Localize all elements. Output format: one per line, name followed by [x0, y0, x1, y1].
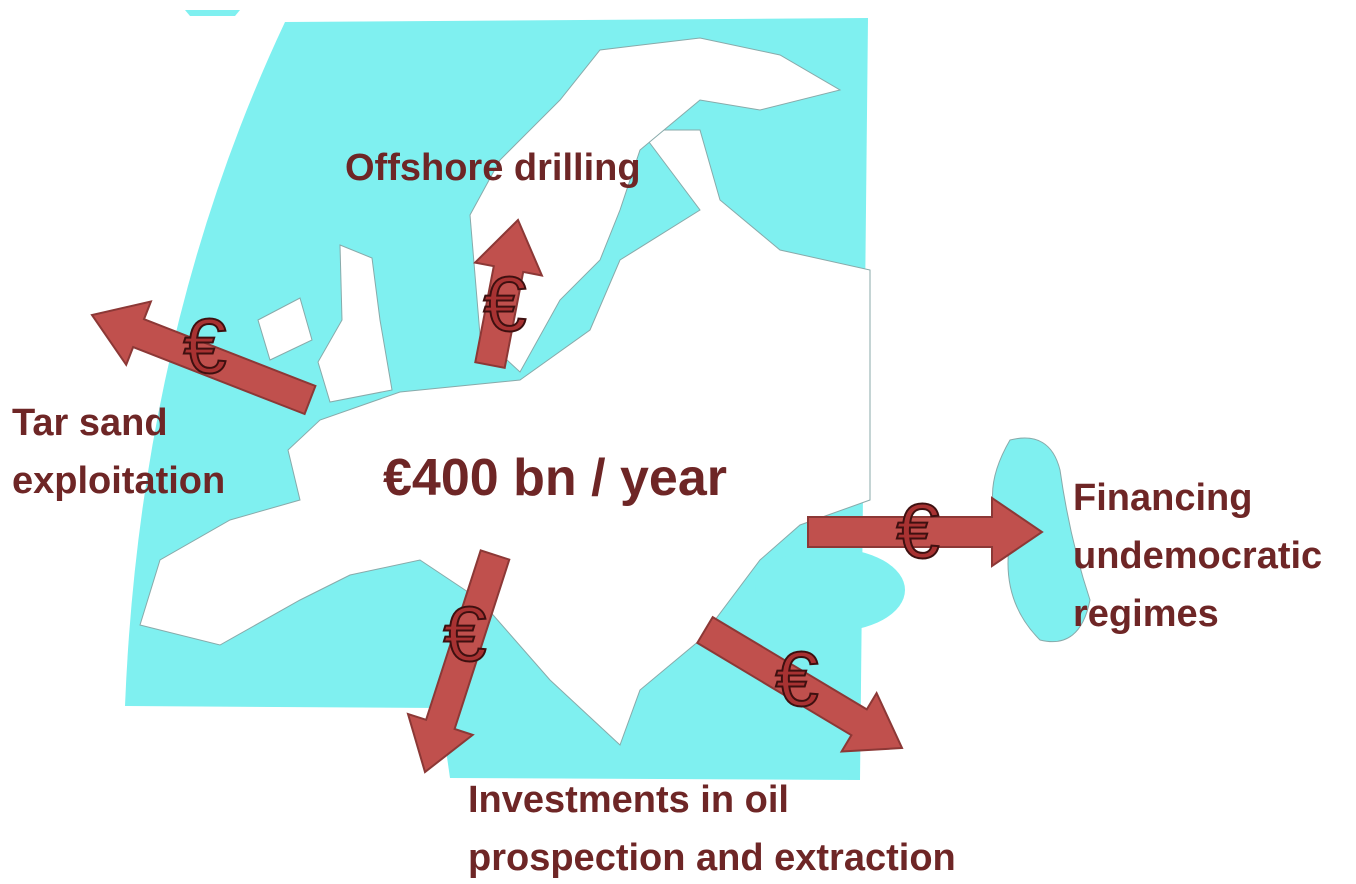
map-background	[125, 10, 1091, 780]
label-line: prospection and extraction	[468, 837, 956, 879]
label-line: Offshore drilling	[345, 147, 641, 189]
arrow	[807, 496, 1044, 568]
euro-symbol: €	[443, 590, 486, 678]
arrows: € € € € €	[90, 218, 1044, 774]
label-line: Financing	[1073, 477, 1252, 519]
euro-symbol: €	[896, 487, 939, 575]
arrow	[90, 300, 317, 416]
arrow	[695, 615, 904, 753]
label-line: exploitation	[12, 460, 225, 502]
arrow	[473, 218, 544, 369]
label-line: Investments in oil	[468, 779, 789, 821]
euro-symbol: €	[183, 302, 226, 390]
label-line: regimes	[1073, 593, 1219, 635]
center-label: €400 bn / year	[383, 449, 727, 507]
euro-symbol: €	[483, 260, 526, 348]
label-line: Tar sand	[12, 402, 168, 444]
label-line: undemocratic	[1073, 535, 1322, 577]
euro-symbol: €	[775, 635, 818, 723]
labels: Offshore drilling Tar sand exploitation Fin…	[12, 147, 1322, 879]
arrow	[406, 549, 511, 774]
